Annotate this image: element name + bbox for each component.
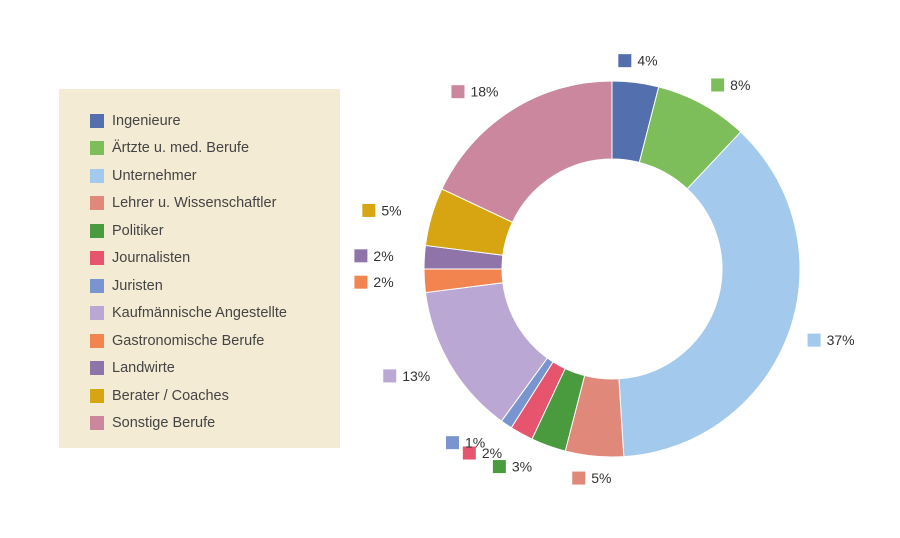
data-label-swatch <box>383 369 397 383</box>
legend-item-unternehmer[interactable]: Unternehmer <box>90 162 340 190</box>
data-label-juristen: 1% <box>445 435 485 451</box>
donut-slices <box>423 80 801 458</box>
legend-swatch <box>90 223 104 238</box>
data-label-text: 5% <box>591 470 611 486</box>
legend-swatch <box>90 416 104 431</box>
legend-item-artzte-u-med-berufe[interactable]: Ärtzte u. med. Berufe <box>90 135 340 163</box>
data-labels: 4%8%37%5%3%2%1%13%2%2%5%18% <box>354 53 855 486</box>
data-label-sonstige-berufe: 18% <box>451 84 499 100</box>
data-label-text: 37% <box>827 332 855 348</box>
legend-label: Unternehmer <box>112 167 197 184</box>
data-label-journalisten: 2% <box>462 445 502 461</box>
legend-label: Journalisten <box>112 250 191 267</box>
data-label-text: 2% <box>373 274 393 290</box>
legend-swatch <box>90 388 104 403</box>
data-label-gastronomische-berufe: 2% <box>354 274 394 290</box>
data-label-text: 13% <box>402 368 430 384</box>
chart-legend: Ingenieure Ärtzte u. med. Berufe Unternehm… <box>59 89 340 448</box>
legend-item-landwirte[interactable]: Landwirte <box>90 355 340 383</box>
data-label-text: 4% <box>637 53 657 69</box>
legend-swatch <box>90 361 104 376</box>
data-label-politiker: 3% <box>492 459 532 475</box>
data-label-lehrer-u-wissenschaftler: 5% <box>572 470 611 486</box>
data-label-landwirte: 2% <box>354 248 394 264</box>
legend-label: Ingenieure <box>112 112 181 129</box>
legend-swatch <box>90 333 104 348</box>
legend-label: Politiker <box>112 222 164 239</box>
data-label-ingenieure: 4% <box>618 53 658 69</box>
data-label-swatch <box>354 249 368 263</box>
data-label-swatch <box>354 275 368 289</box>
legend-item-ingenieure[interactable]: Ingenieure <box>90 107 340 135</box>
data-label-artzte-u-med-berufe: 8% <box>711 77 750 93</box>
data-label-text: 1% <box>465 435 485 451</box>
data-label-text: 18% <box>470 84 498 100</box>
data-label-swatch <box>462 446 476 460</box>
legend-swatch <box>90 306 104 321</box>
legend-label: Ärtzte u. med. Berufe <box>112 140 250 157</box>
data-label-swatch <box>572 471 586 485</box>
data-label-text: 3% <box>512 459 532 475</box>
legend-label: Berater / Coaches <box>112 387 229 404</box>
legend-item-gastronomische-berufe[interactable]: Gastronomische Berufe <box>90 327 340 355</box>
legend-swatch <box>90 278 104 293</box>
data-label-text: 8% <box>730 77 750 93</box>
data-label-swatch <box>711 78 725 92</box>
data-label-text: 2% <box>482 445 502 461</box>
data-label-kaufmannische-angestellte: 13% <box>383 368 430 384</box>
legend-label: Kaufmännische Angestellte <box>112 305 287 322</box>
legend-item-berater-coaches[interactable]: Berater / Coaches <box>90 382 340 410</box>
legend-item-kaufmannische-angestellte[interactable]: Kaufmännische Angestellte <box>90 300 340 328</box>
legend-label: Gastronomische Berufe <box>112 332 265 349</box>
legend-item-lehrer-u-wissenschaftler[interactable]: Lehrer u. Wissenschaftler <box>90 190 340 218</box>
legend-swatch <box>90 141 104 156</box>
data-label-swatch <box>362 203 376 217</box>
legend-label: Landwirte <box>112 360 175 377</box>
legend-item-journalisten[interactable]: Journalisten <box>90 245 340 273</box>
legend-swatch <box>90 168 104 183</box>
legend-item-juristen[interactable]: Juristen <box>90 272 340 300</box>
legend-swatch <box>90 196 104 211</box>
legend-item-sonstige-berufe[interactable]: Sonstige Berufe <box>90 410 340 438</box>
data-label-swatch <box>492 460 506 474</box>
data-label-swatch <box>618 54 632 68</box>
slice-sonstige-berufe[interactable] <box>441 80 613 223</box>
legend-label: Juristen <box>112 277 163 294</box>
data-label-swatch <box>807 333 821 347</box>
data-label-text: 5% <box>381 202 401 218</box>
legend-label: Lehrer u. Wissenschaftler <box>112 195 277 212</box>
legend-swatch <box>90 251 104 266</box>
data-label-swatch <box>451 85 465 99</box>
data-label-berater-coaches: 5% <box>362 202 402 218</box>
legend-item-politiker[interactable]: Politiker <box>90 217 340 245</box>
slice-unternehmer[interactable] <box>618 131 801 458</box>
data-label-swatch <box>445 436 459 450</box>
legend-label: Sonstige Berufe <box>112 415 216 432</box>
legend-swatch <box>90 113 104 128</box>
data-label-unternehmer: 37% <box>807 332 855 348</box>
data-label-text: 2% <box>373 248 393 264</box>
